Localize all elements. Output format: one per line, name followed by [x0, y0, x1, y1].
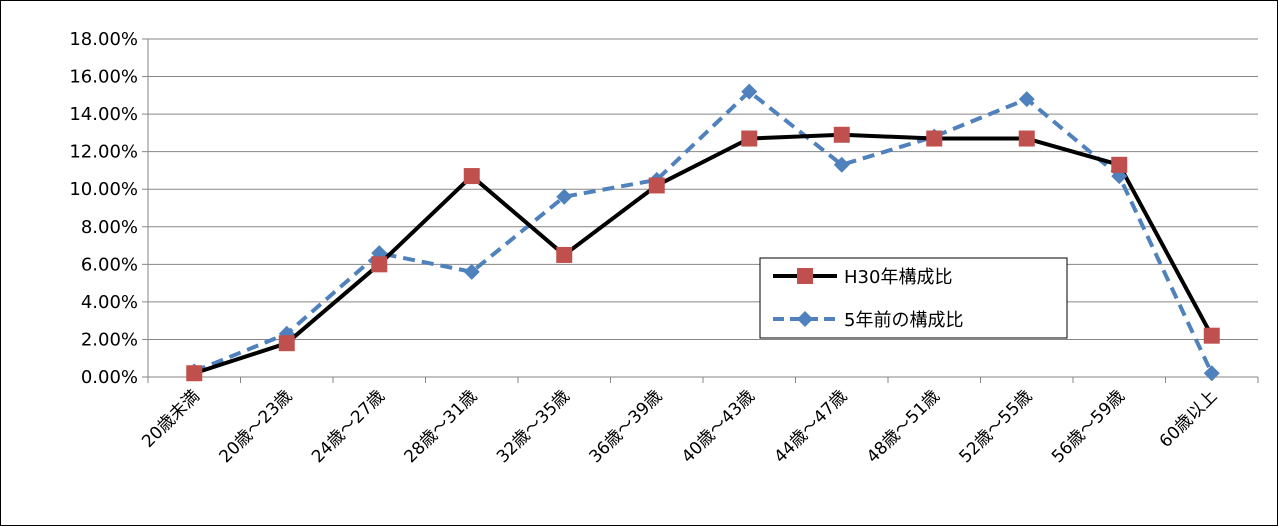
y-tick-label: 8.00%: [81, 217, 138, 238]
series-1-point: [741, 83, 758, 100]
series-0-point: [926, 130, 943, 147]
x-category-label: 20歳未満: [138, 386, 204, 452]
series-0-point: [463, 168, 480, 185]
legend-entry-5y: 5年前の構成比: [773, 310, 963, 331]
x-category-label: 36歳～39歳: [585, 386, 666, 467]
x-axis-category-labels: 20歳未満 20歳～23歳 24歳～27歳 28歳～31歳 32歳～35歳 36歳～39歳…: [138, 386, 1221, 467]
series-0-point: [556, 246, 573, 263]
axes: [142, 38, 1259, 383]
series-0-point: [1203, 327, 1220, 344]
x-category-label: 40歳～43歳: [678, 386, 759, 467]
y-tick-label: 0.00%: [81, 367, 138, 388]
x-category-label: 56歳～59歳: [1048, 386, 1129, 467]
series-1-point: [1203, 365, 1220, 382]
x-category-label: 48歳～51歳: [863, 386, 944, 467]
series-0-point: [741, 130, 758, 147]
y-tick-label: 4.00%: [81, 292, 138, 313]
series-1-point: [463, 263, 480, 280]
gridlines: [148, 38, 1258, 340]
legend-entry-h30: H30年構成比: [773, 267, 952, 288]
series-0-point: [1111, 156, 1128, 173]
legend-marker-h30: [797, 268, 813, 284]
x-category-label: 52歳～55歳: [955, 386, 1036, 467]
y-tick-label: 18.00%: [69, 29, 138, 50]
legend-label-5y: 5年前の構成比: [844, 310, 963, 331]
legend-label-h30: H30年構成比: [844, 267, 952, 288]
series-line-1: [193, 89, 1214, 375]
series-0-point: [371, 256, 388, 273]
series-line-0: [193, 132, 1214, 376]
y-tick-label: 6.00%: [81, 254, 138, 275]
y-tick-label: 10.00%: [69, 179, 138, 200]
series: [186, 83, 1220, 382]
series-1-point: [1018, 91, 1035, 108]
series-1-point: [833, 156, 850, 173]
series-0-point: [186, 365, 203, 382]
series-0-point: [278, 335, 295, 352]
series-0-point: [648, 177, 665, 194]
x-category-label: 24歳～27歳: [308, 386, 389, 467]
x-category-label: 28歳～31歳: [400, 386, 481, 467]
series-1-point: [556, 188, 573, 205]
y-axis-tick-labels: 0.00% 2.00% 4.00% 6.00% 8.00% 10.00% 12.00% 14.…: [69, 29, 138, 388]
series-1-point: [371, 245, 388, 262]
x-category-label: 20歳～23歳: [215, 386, 296, 467]
y-tick-label: 14.00%: [69, 104, 138, 125]
series-0-point: [833, 126, 850, 143]
series-0-point: [1018, 130, 1035, 147]
y-tick-label: 12.00%: [69, 142, 138, 163]
y-tick-label: 2.00%: [81, 329, 138, 350]
legend: H30年構成比 5年前の構成比: [759, 257, 1068, 339]
legend-marker-5y: [797, 311, 813, 327]
x-category-label: 32歳～35歳: [493, 386, 574, 467]
x-category-label: 60歳以上: [1156, 386, 1222, 452]
y-tick-label: 16.00%: [69, 67, 138, 88]
x-category-label: 44歳～47歳: [770, 386, 851, 467]
